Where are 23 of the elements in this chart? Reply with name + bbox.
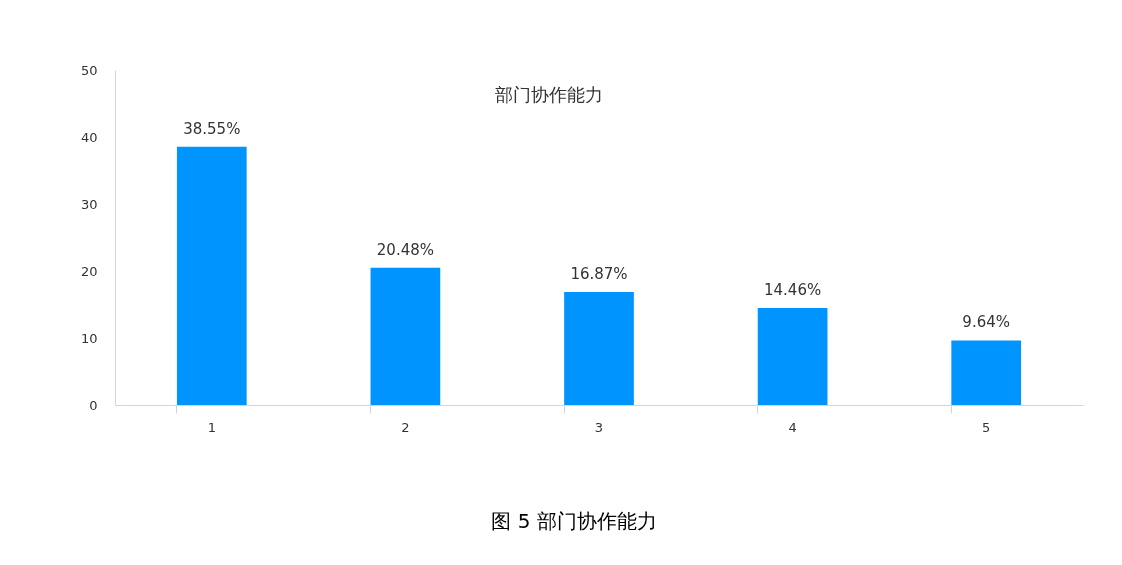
data-label: 16.87% xyxy=(570,264,628,283)
text: 部门协作能力 xyxy=(495,84,603,105)
x-tick-label: 2 xyxy=(401,419,410,435)
data-label: 38.55% xyxy=(183,119,241,138)
bar xyxy=(757,308,828,405)
caption: 图 5 部门协作能力 xyxy=(491,509,657,533)
data-label: 14.46% xyxy=(764,281,822,300)
x-tick-label: 1 xyxy=(207,419,216,435)
x-tick-label: 5 xyxy=(982,419,991,435)
bar xyxy=(370,267,441,405)
y-tick-label: 10 xyxy=(80,330,98,346)
data-label: 9.64% xyxy=(962,313,1011,332)
y-tick-label: 50 xyxy=(80,62,98,78)
y-tick-label: 40 xyxy=(80,129,98,145)
data-label: 20.48% xyxy=(376,240,434,259)
x-tick-label: 3 xyxy=(594,419,604,435)
y-tick-label: 20 xyxy=(80,263,98,279)
y-tick-label: 30 xyxy=(80,196,98,212)
bar xyxy=(564,291,634,405)
y-tick-label: 0 xyxy=(89,397,98,413)
bar xyxy=(176,146,247,405)
x-tick-label: 4 xyxy=(788,419,797,435)
bar xyxy=(951,340,1022,405)
